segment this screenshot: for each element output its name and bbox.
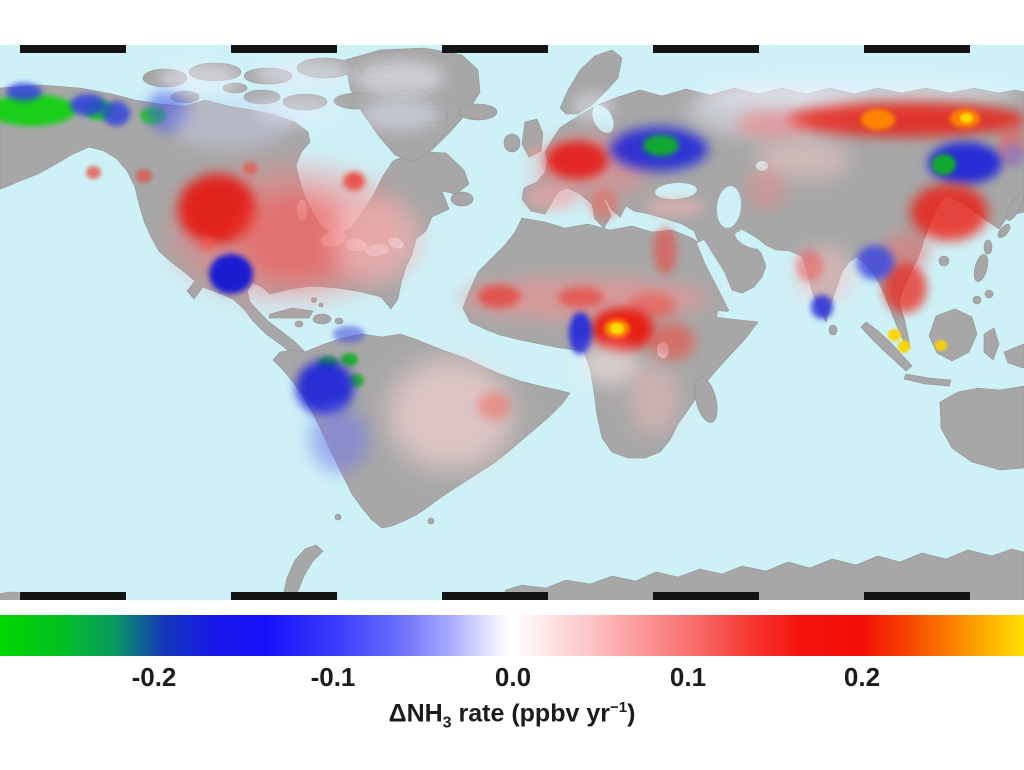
map-top-ticks <box>0 45 1024 53</box>
colorbar-tick-0.0: 0.0 <box>494 662 532 692</box>
arctic-island-1 <box>142 68 188 88</box>
island-falkland-2 <box>427 517 435 525</box>
axis-label-superscript: −1 <box>609 699 628 716</box>
island-japan-1 <box>1006 193 1024 221</box>
island-bahamas-1 <box>311 297 317 303</box>
axis-label-mid: rate (ppbv yr <box>451 699 610 728</box>
colorbar-tick--0.2: -0.2 <box>131 662 177 692</box>
colorbar-ticks: -0.2 -0.1 0.0 0.1 0.2 <box>0 662 1024 696</box>
arctic-island-10 <box>415 108 449 124</box>
arctic-island-6 <box>243 89 281 105</box>
island-sumatra <box>860 321 913 372</box>
island-cuba <box>268 307 314 319</box>
island-hispaniola <box>312 313 332 325</box>
colorbar-tick-0.2: 0.2 <box>843 662 881 692</box>
arctic-island-7 <box>282 93 328 111</box>
red-sea <box>697 240 739 314</box>
arctic-island-11 <box>170 90 200 104</box>
island-madagascar <box>694 377 718 423</box>
arctic-island-5 <box>359 63 405 81</box>
island-sri-lanka <box>828 324 838 336</box>
island-philippines <box>973 254 989 282</box>
axis-label-prefix: ΔNH <box>388 699 443 728</box>
gulf-of-aden <box>717 311 766 320</box>
arctic-island-12 <box>222 82 248 94</box>
island-bahamas-2 <box>318 302 324 308</box>
axis-label-suffix: ) <box>627 699 636 728</box>
landmass-australia <box>939 385 1024 471</box>
landmass-scandinavia <box>559 49 623 115</box>
lake-winnipeg <box>297 200 307 220</box>
caspian-sea <box>716 186 742 228</box>
island-new-guinea <box>1003 343 1024 369</box>
landmass-antarctica-coast <box>499 548 1024 600</box>
colorbar-gradient <box>0 615 1024 656</box>
island-java <box>903 373 952 387</box>
island-puerto-rico <box>334 317 344 325</box>
island-falkland-1 <box>334 513 342 521</box>
baltic-sea <box>592 105 614 133</box>
map-bottom-ticks <box>0 592 1024 600</box>
island-philippines-3 <box>972 295 982 305</box>
black-sea <box>655 182 697 200</box>
island-ireland <box>503 133 521 153</box>
island-jamaica <box>294 320 304 328</box>
island-newfoundland <box>450 191 474 207</box>
island-taiwan <box>983 239 993 255</box>
arctic-island-9 <box>393 89 431 105</box>
persian-gulf <box>735 231 761 249</box>
island-hainan <box>938 255 950 267</box>
axis-label-subscript: 3 <box>442 714 452 732</box>
island-iceland <box>458 103 498 121</box>
arctic-island-3 <box>243 67 293 85</box>
world-map <box>0 45 1024 600</box>
island-sulawesi <box>983 327 1000 361</box>
island-philippines-2 <box>984 289 994 299</box>
world-map-svg <box>0 45 1024 600</box>
colorbar-tick--0.1: -0.1 <box>310 662 356 692</box>
arctic-island-4 <box>296 57 354 79</box>
lake-victoria <box>657 342 669 358</box>
aral-sea <box>756 161 768 171</box>
colorbar-tick-0.1: 0.1 <box>669 662 707 692</box>
arctic-island-2 <box>188 62 242 82</box>
colorbar-axis-label: ΔNH3 rate (ppbv yr−1) <box>0 699 1024 732</box>
arctic-island-8 <box>333 92 383 110</box>
island-japan-2 <box>997 224 1011 238</box>
